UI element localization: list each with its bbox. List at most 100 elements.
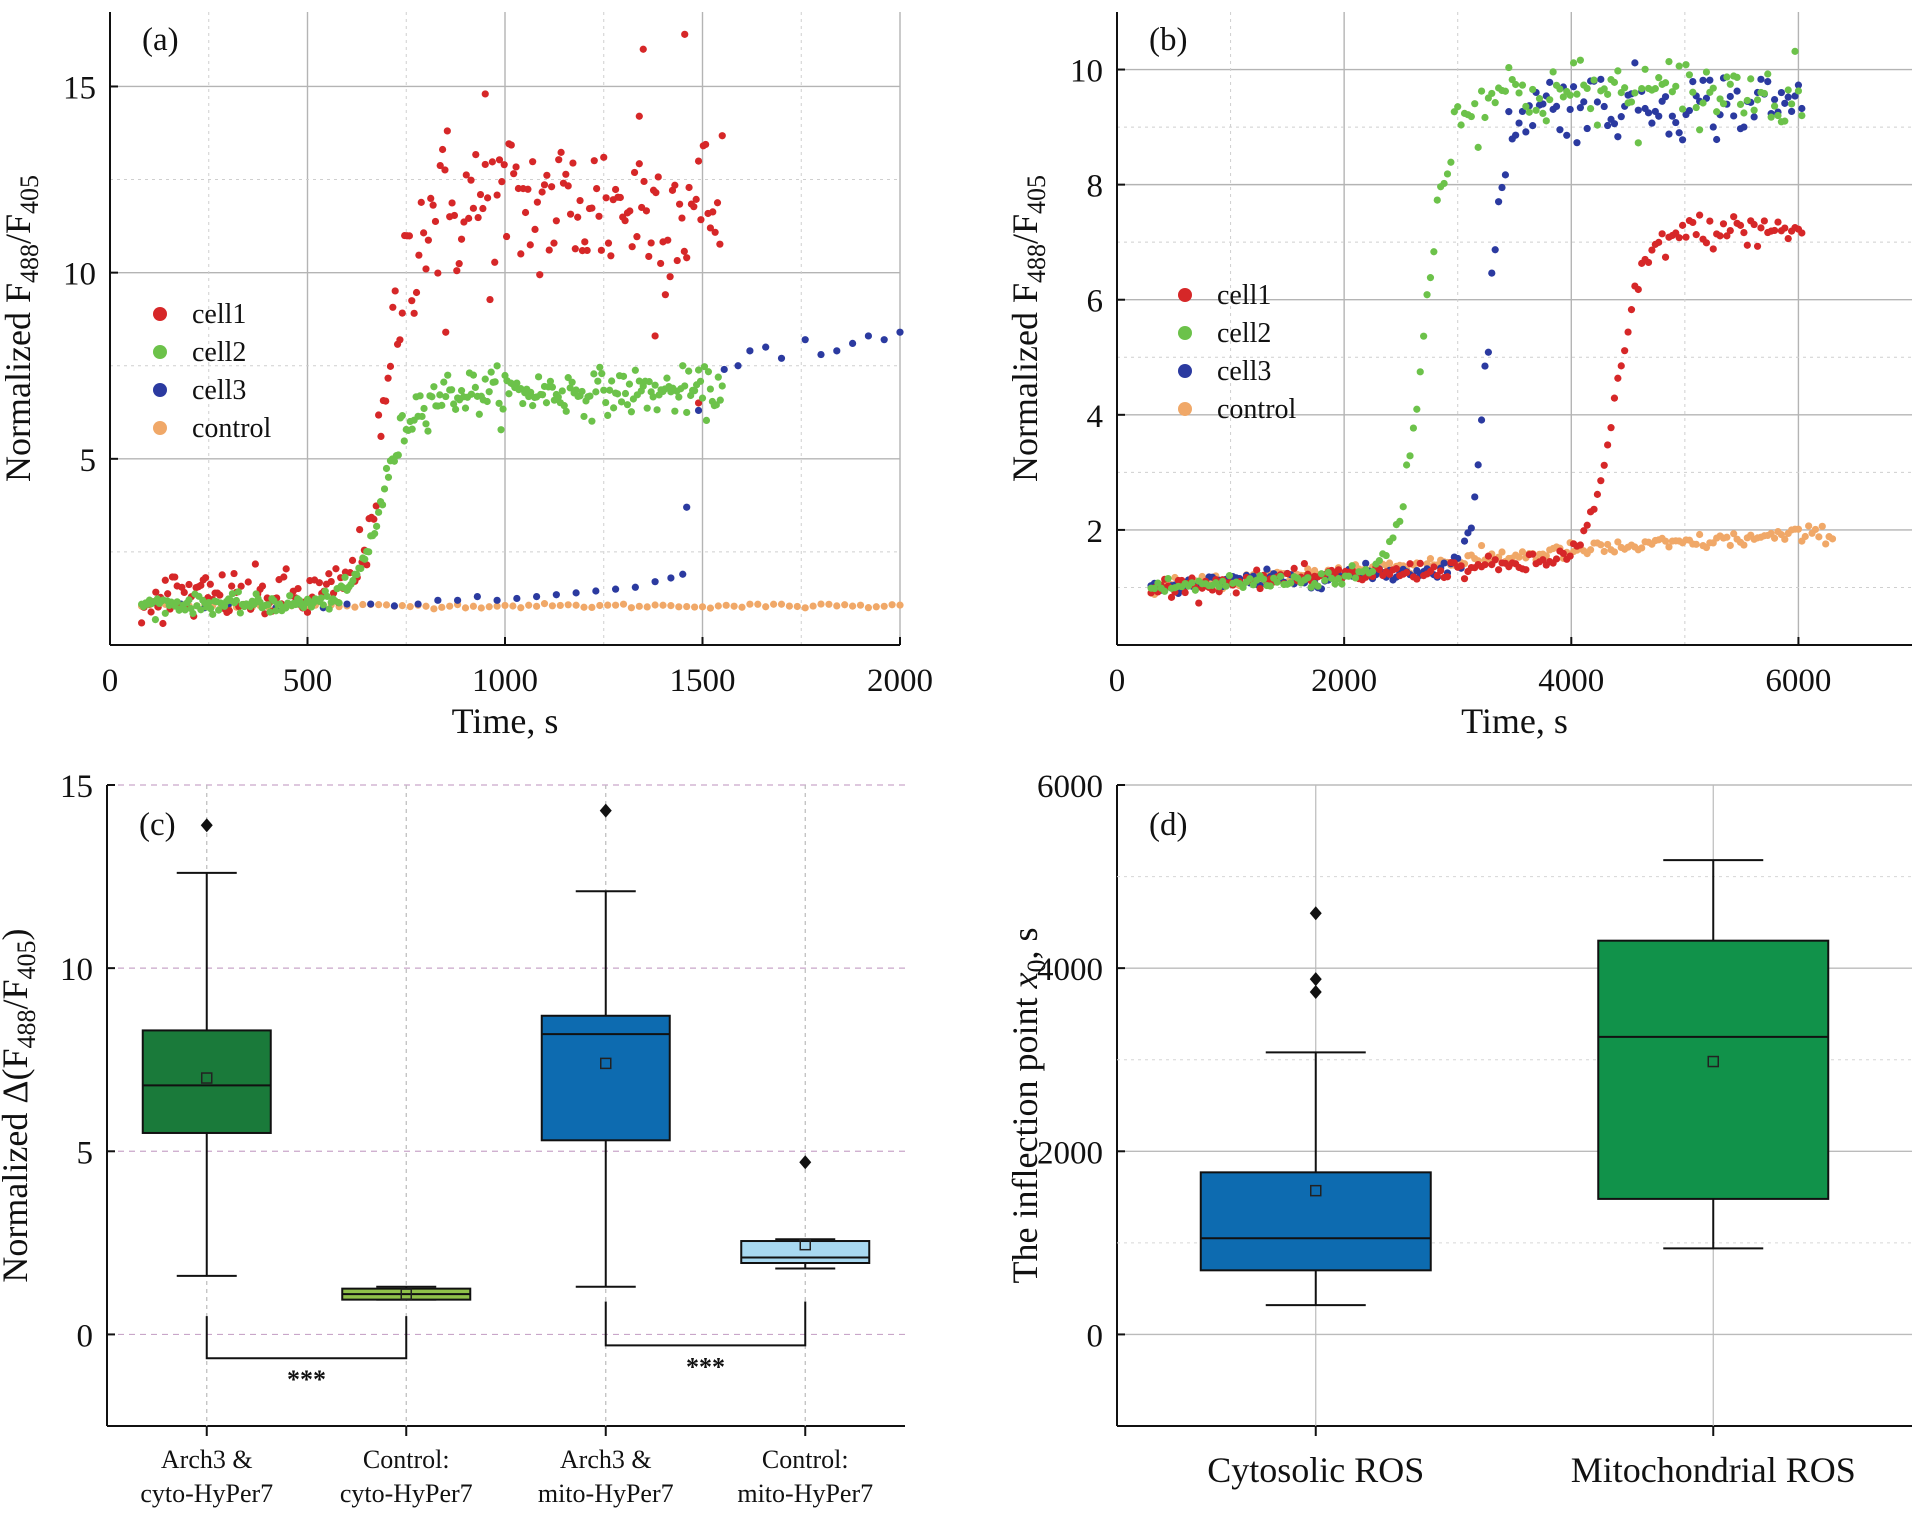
point-cell3 (1709, 123, 1717, 131)
point-cell2 (1733, 73, 1741, 81)
panel-label: (d) (1149, 807, 1187, 843)
point-control (1692, 540, 1700, 548)
point-cell2 (1685, 71, 1693, 79)
point-cell1 (709, 208, 717, 216)
point-cell2 (286, 592, 294, 600)
point-cell2 (250, 600, 258, 608)
point-control (1597, 541, 1605, 549)
point-cell3 (1484, 348, 1492, 356)
point-cell2 (452, 405, 460, 413)
panel-label: (c) (139, 807, 176, 843)
point-cell2 (1641, 65, 1649, 73)
y-tick-label: 2 (1087, 514, 1104, 550)
legend-marker-cell3 (1178, 364, 1192, 378)
point-cell1 (1406, 560, 1414, 568)
point-cell3 (651, 578, 659, 586)
point-cell3 (762, 343, 770, 351)
y-axis-label: Normalized F488/F405 (0, 175, 44, 482)
point-control (1805, 522, 1813, 530)
point-cell1 (442, 328, 450, 336)
point-cell2 (685, 367, 693, 375)
point-cell1 (488, 158, 496, 166)
point-cell1 (651, 332, 659, 340)
point-cell1 (595, 212, 603, 220)
point-cell3 (1784, 93, 1792, 101)
point-control (1794, 525, 1803, 533)
point-cell1 (1604, 441, 1612, 449)
y-tick-label: 6 (1087, 284, 1104, 320)
point-control (691, 603, 699, 611)
point-cell1 (562, 170, 570, 178)
box-outlier (1309, 972, 1322, 987)
point-cell1 (1624, 328, 1632, 336)
point-cell1 (1689, 218, 1697, 227)
box-mean (799, 1238, 811, 1251)
point-cell1 (690, 203, 698, 211)
point-cell2 (1345, 572, 1353, 580)
point-cell2 (1661, 79, 1670, 87)
point-cell3 (1610, 120, 1619, 128)
point-cell3 (864, 332, 873, 340)
point-cell2 (151, 615, 160, 624)
point-cell3 (1263, 565, 1271, 573)
point-cell1 (171, 573, 179, 581)
point-cell1 (706, 224, 715, 232)
point-control (1665, 543, 1673, 551)
point-cell2 (590, 370, 598, 378)
point-cell1 (469, 204, 477, 212)
point-control (1385, 559, 1394, 567)
point-cell2 (600, 386, 608, 394)
point-cell1 (694, 399, 703, 407)
point-control (596, 601, 604, 610)
point-control (1600, 547, 1608, 556)
point-cell1 (664, 236, 672, 244)
point-cell1 (1627, 306, 1636, 314)
point-cell2 (1314, 582, 1322, 590)
point-cell2 (558, 387, 566, 395)
point-cell1 (1774, 218, 1782, 226)
panel-c-boxplot: 0 5 10 15 Arch3 & cyto-HyPer7 Control: cyto-HyP… (0, 769, 905, 1508)
point-cell2 (1215, 583, 1223, 591)
point-control (635, 602, 643, 610)
box-mean (201, 1072, 213, 1084)
point-cell2 (371, 530, 379, 538)
point-cell2 (704, 368, 713, 376)
point-cell1 (303, 608, 312, 616)
y-tick-label: 6000 (1037, 769, 1103, 805)
point-control (651, 601, 659, 609)
significance-bracket (205, 1316, 408, 1360)
point-cell1 (626, 207, 634, 215)
point-cell2 (422, 420, 430, 428)
point-cell2 (1328, 574, 1336, 582)
point-cell1 (576, 196, 584, 205)
point-cell3 (1733, 87, 1741, 95)
y-tick-label: 5 (80, 443, 97, 479)
panel-d-boxplot: 0 2000 4000 6000 Cytosolic ROS Mitochondrial … (1005, 769, 1912, 1490)
point-cell1 (1655, 238, 1663, 246)
point-cell3 (1552, 102, 1561, 110)
point-cell1 (548, 183, 556, 191)
point-cell1 (1430, 563, 1438, 571)
point-cell1 (1552, 555, 1561, 563)
point-cell3 (1713, 135, 1721, 144)
point-control (659, 601, 667, 609)
point-cell2 (663, 374, 671, 382)
point-cell3 (1556, 126, 1564, 134)
point-cell3 (1460, 537, 1469, 545)
point-cell2 (493, 362, 501, 370)
point-cell2 (712, 401, 720, 409)
point-cell1 (370, 515, 378, 523)
box-mean (400, 1288, 412, 1300)
point-control (872, 603, 880, 611)
point-cell1 (1167, 593, 1176, 601)
point-control (406, 603, 414, 611)
point-cell2 (562, 407, 570, 415)
legend-label-control: control (1217, 394, 1297, 425)
point-cell2 (542, 399, 551, 407)
point-cell1 (1723, 232, 1731, 240)
point-cell3 (1529, 122, 1537, 130)
point-cell1 (524, 185, 532, 193)
point-cell1 (280, 573, 288, 581)
point-cell1 (1484, 552, 1492, 560)
point-cell2 (197, 606, 205, 614)
